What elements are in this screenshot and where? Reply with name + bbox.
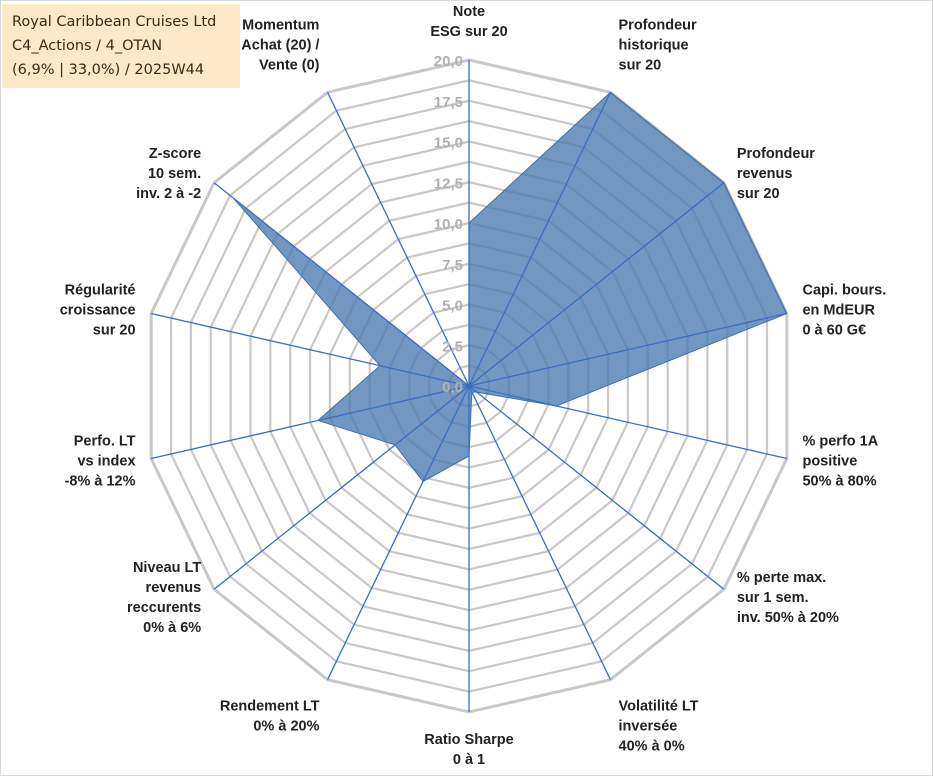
radial-tick-labels: 0,0 2,5 5,0 7,5 10,0 12,5 15,0 17,5 20,0 <box>434 53 463 396</box>
axis-label-line: Volatilité LT <box>619 698 699 714</box>
radar-series <box>151 60 788 712</box>
axis-label-line: Momentum <box>242 18 319 34</box>
axis-label-line: Régularité <box>65 282 136 298</box>
axis-label-line: 0 à 60 G€ <box>802 322 866 338</box>
axis-spoke <box>326 92 470 387</box>
axis-label-line: Perfo. LT <box>74 434 136 450</box>
axis-spoke <box>151 385 470 460</box>
axis-label-line: inversée <box>619 718 678 734</box>
axis-label: % perfo 1A positive 50% à 80% <box>802 434 878 490</box>
tick-label: 2,5 <box>442 338 463 355</box>
tick-label: 17,5 <box>434 94 463 111</box>
title-category: C4_Actions / 4_OTAN <box>12 38 163 54</box>
axis-label-line: Achat (20) / <box>241 38 319 54</box>
axis-spoke <box>468 182 725 387</box>
axis-label: Volatilité LT inversée 40% à 0% <box>619 698 699 754</box>
axis-label-line: 40% à 0% <box>619 738 685 754</box>
axis-label-line: sur 20 <box>93 322 136 338</box>
axis-label-line: Niveau LT <box>133 560 201 576</box>
axis-label: Capi. bours. en MdEUR 0 à 60 G€ <box>802 282 886 338</box>
axis-label-line: Vente (0) <box>259 58 320 74</box>
tick-label: 12,5 <box>434 175 463 192</box>
axis-label-line: historique <box>619 38 689 54</box>
axis-label-line: 10 sem. <box>148 166 201 182</box>
title-period: (6,9% | 33,0%) / 2025W44 <box>12 62 205 78</box>
axis-label-line: sur 20 <box>619 58 662 74</box>
axis-label: Rendement LT 0% à 20% <box>220 698 320 734</box>
axis-spoke <box>468 385 612 680</box>
axis-label-line: Ratio Sharpe <box>424 732 513 748</box>
axis-label-line: % perte max. <box>737 570 826 586</box>
axis-label-line: 0% à 6% <box>143 620 201 636</box>
axis-label-line: Z-score <box>149 146 201 162</box>
axis-label: Ratio Sharpe 0 à 1 <box>424 732 513 768</box>
tick-label: 15,0 <box>434 135 463 152</box>
axis-label-line: -8% à 12% <box>65 474 136 490</box>
axis-spoke <box>468 385 787 460</box>
title-box: Royal Caribbean Cruises Ltd C4_Actions /… <box>2 4 240 88</box>
axis-label: Z-score 10 sem. inv. 2 à -2 <box>136 146 201 202</box>
axis-spoke <box>468 92 612 387</box>
axis-label-line: sur 20 <box>737 186 780 202</box>
axis-label-line: Rendement LT <box>220 698 320 714</box>
axis-label: % perte max. sur 1 sem. inv. 50% à 20% <box>737 570 839 626</box>
axis-label-line: inv. 2 à -2 <box>136 186 201 202</box>
axis-spoke <box>468 385 725 590</box>
axis-label: Régularité croissance sur 20 <box>60 282 136 338</box>
axis-label-line: vs index <box>77 454 135 470</box>
axis-label-line: croissance <box>60 302 136 318</box>
axis-label-line: Capi. bours. <box>802 282 886 298</box>
axis-spoke <box>213 385 470 590</box>
axis-label: Note ESG sur 20 <box>430 4 507 40</box>
axis-label-line: reccurents <box>127 600 201 616</box>
axis-spoke <box>151 312 470 387</box>
tick-label: 20,0 <box>434 53 463 70</box>
tick-label: 5,0 <box>442 298 463 315</box>
title-company: Royal Caribbean Cruises Ltd <box>12 14 217 30</box>
axis-label-line: ESG sur 20 <box>430 24 507 40</box>
axis-label-line: inv. 50% à 20% <box>737 610 839 626</box>
axis-label-line: 50% à 80% <box>802 474 876 490</box>
axis-label-line: en MdEUR <box>802 302 875 318</box>
axis-label-line: revenus <box>737 166 793 182</box>
axis-label-line: 0% à 20% <box>253 718 319 734</box>
axis-label-line: Profondeur <box>737 146 815 162</box>
axis-label-line: 0 à 1 <box>453 752 485 768</box>
axis-label: Profondeur revenus sur 20 <box>737 146 815 202</box>
axis-label-line: Profondeur <box>619 18 697 34</box>
axis-label-line: sur 1 sem. <box>737 590 809 606</box>
axis-spoke <box>326 385 470 680</box>
axis-spoke <box>468 312 787 387</box>
tick-label: 7,5 <box>442 257 463 274</box>
axis-label-line: Note <box>453 4 485 20</box>
axis-label: Profondeur historique sur 20 <box>619 18 697 74</box>
axis-labels: Note ESG sur 20 Profondeur historique sur 20… <box>60 4 887 768</box>
axis-label: Momentum Achat (20) / Vente (0) <box>241 18 319 74</box>
axis-label-line: revenus <box>146 580 202 596</box>
axis-label: Niveau LT revenus reccurents 0% à 6% <box>127 560 201 636</box>
axis-label-line: % perfo 1A <box>802 434 878 450</box>
axis-label-line: positive <box>802 454 857 470</box>
axis-label: Perfo. LT vs index -8% à 12% <box>65 434 136 490</box>
axis-spoke <box>213 182 470 387</box>
tick-label: 10,0 <box>434 216 463 233</box>
tick-label: 0,0 <box>442 379 463 396</box>
